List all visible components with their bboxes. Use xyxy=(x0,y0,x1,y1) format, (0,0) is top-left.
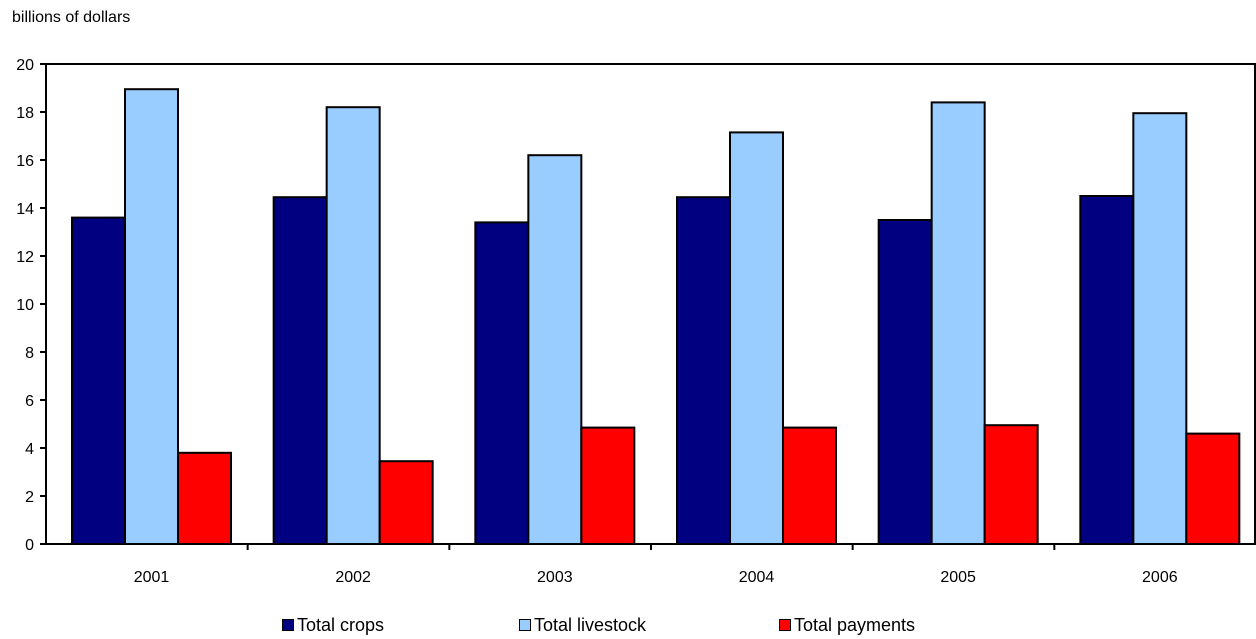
bar-total-payments-2006 xyxy=(1185,432,1241,546)
bar-total-payments-2001 xyxy=(177,451,232,545)
x-tick-labels: 2001 2002 2003 2004 2005 2006 xyxy=(134,569,1178,586)
legend-label: Total payments xyxy=(794,615,916,635)
bar-total-livestock-2003 xyxy=(527,154,583,545)
bar-total-livestock-2006 xyxy=(1132,112,1188,545)
bar-total-livestock-2002 xyxy=(325,106,381,545)
bar-total-crops-2001 xyxy=(71,216,126,545)
bar-total-payments-2003 xyxy=(580,426,636,546)
bar-total-crops-2006 xyxy=(1079,195,1135,545)
x-tick-label: 2005 xyxy=(940,569,976,586)
bar-total-crops-2004 xyxy=(676,196,731,545)
bar-total-crops-2003 xyxy=(474,221,530,545)
legend-item-total-payments: Total payments xyxy=(779,615,915,635)
y-tick-label: 0 xyxy=(25,537,34,554)
y-tick-label: 10 xyxy=(16,297,34,314)
bar-total-livestock-2005 xyxy=(930,101,986,546)
y-tick-labels: 0 2 4 6 8 10 12 14 16 18 20 xyxy=(16,57,34,554)
bar-total-payments-2004 xyxy=(782,426,837,546)
axes-group xyxy=(40,63,1256,550)
x-tick-label: 2006 xyxy=(1142,569,1178,586)
legend-item-total-livestock: Total livestock xyxy=(519,615,646,635)
bar-total-payments-2005 xyxy=(983,424,1039,546)
y-tick-label: 4 xyxy=(25,441,34,458)
y-tick-label: 16 xyxy=(16,153,34,170)
bars-group xyxy=(71,88,1241,546)
y-tick-label: 2 xyxy=(25,489,34,506)
legend-label: Total crops xyxy=(297,615,385,635)
y-axis-title: billions of dollars xyxy=(12,9,130,26)
legend: Total crops Total livestock Total payments xyxy=(0,615,1256,639)
y-tick-label: 6 xyxy=(25,393,34,410)
bar-total-crops-2005 xyxy=(877,219,933,545)
y-tick-label: 20 xyxy=(16,57,34,74)
x-tick-label: 2004 xyxy=(739,569,775,586)
legend-swatch xyxy=(282,619,294,631)
legend-item-total-crops: Total crops xyxy=(282,615,384,635)
bar-total-payments-2002 xyxy=(378,460,434,546)
y-tick-label: 8 xyxy=(25,345,34,362)
y-tick-label: 14 xyxy=(16,201,34,218)
x-tick-label: 2003 xyxy=(537,569,573,586)
bar-total-livestock-2001 xyxy=(124,88,179,545)
legend-label: Total livestock xyxy=(534,615,647,635)
x-tick-label: 2002 xyxy=(335,569,371,586)
bar-total-crops-2002 xyxy=(272,196,328,545)
legend-swatch xyxy=(519,619,531,631)
x-tick-label: 2001 xyxy=(134,569,170,586)
legend-swatch xyxy=(779,619,791,631)
y-tick-label: 18 xyxy=(16,105,34,122)
bar-total-livestock-2004 xyxy=(729,131,784,545)
y-tick-label: 12 xyxy=(16,249,34,266)
